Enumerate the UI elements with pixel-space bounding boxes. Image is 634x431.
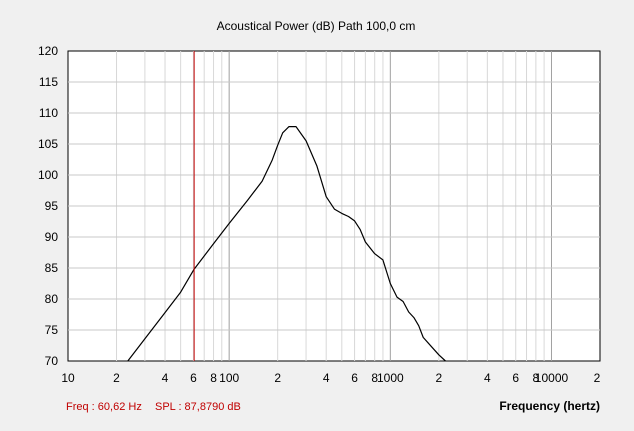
y-tick-label: 80 xyxy=(45,292,59,306)
series-line-0 xyxy=(127,125,446,362)
x-tick-label: 1000 xyxy=(377,371,404,385)
series-layer xyxy=(127,125,446,362)
spl-readout: SPL : 87,8790 dB xyxy=(155,401,241,413)
x-tick-label: 8 xyxy=(371,371,378,385)
x-tick-label: 4 xyxy=(162,371,169,385)
x-tick-label: 8 xyxy=(533,371,540,385)
x-tick-label: 6 xyxy=(351,371,358,385)
x-tick-label: 8 xyxy=(210,371,217,385)
x-tick-label: 100 xyxy=(219,371,239,385)
x-tick-label: 10 xyxy=(61,371,75,385)
y-tick-label: 75 xyxy=(45,323,59,337)
x-tick-label: 2 xyxy=(274,371,281,385)
y-axis-ticks: 70 75 80 85 90 95 100 105 110 115 120 xyxy=(38,44,58,368)
x-tick-label: 10000 xyxy=(535,371,569,385)
y-tick-label: 110 xyxy=(39,106,58,120)
x-axis-label: Frequency (hertz) xyxy=(499,399,600,413)
x-tick-label: 6 xyxy=(190,371,197,385)
y-tick-label: 120 xyxy=(38,44,58,58)
x-tick-label: 2 xyxy=(594,371,601,385)
chart-title: Acoustical Power (dB) Path 100,0 cm xyxy=(217,19,416,33)
y-tick-label: 105 xyxy=(38,137,58,151)
y-tick-label: 70 xyxy=(45,354,59,368)
x-tick-label: 4 xyxy=(323,371,330,385)
y-tick-label: 85 xyxy=(45,261,59,275)
y-tick-label: 100 xyxy=(38,168,58,182)
y-tick-label: 95 xyxy=(45,199,59,213)
x-tick-label: 4 xyxy=(484,371,491,385)
x-tick-label: 2 xyxy=(435,371,442,385)
x-tick-label: 6 xyxy=(512,371,519,385)
x-tick-label: 2 xyxy=(113,371,120,385)
freq-readout: Freq : 60,62 Hz xyxy=(66,401,142,413)
y-tick-label: 90 xyxy=(45,230,59,244)
y-tick-label: 115 xyxy=(39,75,58,89)
grid-lines xyxy=(68,51,600,361)
